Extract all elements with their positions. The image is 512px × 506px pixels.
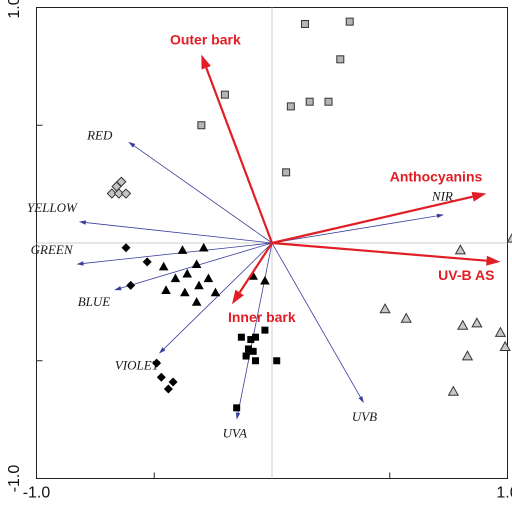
- point-square-filled: [273, 357, 281, 365]
- point-square-open: [197, 121, 206, 130]
- arrow-label-nir: NIR: [431, 189, 453, 204]
- point-triangle-filled: [203, 273, 214, 283]
- point-triangle-filled: [248, 271, 258, 280]
- point-square-open: [305, 97, 314, 106]
- arrow-uva-shaft: [237, 242, 273, 413]
- arrow-red-head: [128, 141, 136, 148]
- x-tick-label: 1.0: [496, 485, 512, 502]
- point-triangle-filled: [260, 275, 270, 285]
- arrow-uvb-head: [358, 395, 364, 404]
- response-arrows: Outer bark Anthocyanins UV-B AS Inner bark: [170, 32, 501, 325]
- sample-points: [106, 17, 512, 412]
- point-square-open: [324, 97, 333, 106]
- axis-ticks: -1.0 1.0 -1.0 1.0: [6, 0, 512, 502]
- arrow-green-shaft: [83, 242, 273, 264]
- point-triangle-filled: [210, 287, 221, 297]
- point-square-filled: [249, 347, 257, 355]
- point-diamond-filled: [142, 257, 152, 267]
- arrow-green-head: [76, 261, 84, 266]
- point-square-open: [220, 90, 229, 99]
- arrow-inner-bark-head: [231, 289, 244, 305]
- point-triangle-filled: [158, 261, 169, 271]
- point-diamond-filled: [121, 243, 131, 253]
- point-square-filled: [233, 404, 241, 412]
- point-square-open: [286, 102, 295, 111]
- environmental-arrows: RED YELLOW GREEN BLUE VIOLET NIR UVA UVB: [27, 128, 453, 441]
- point-triangle-filled: [191, 259, 202, 269]
- point-square-open: [345, 17, 354, 26]
- point-square-filled: [252, 333, 260, 341]
- point-diamond-filled: [152, 358, 162, 368]
- y-tick-label: 1.0: [6, 0, 23, 19]
- arrow-uvb-shaft: [271, 242, 361, 398]
- arrow-red-shaft: [133, 145, 273, 244]
- point-square-open: [336, 55, 345, 64]
- point-square-filled: [247, 336, 255, 344]
- point-square-filled: [261, 326, 269, 334]
- arrow-outer-bark-head: [201, 54, 211, 70]
- point-triangle-open: [447, 385, 459, 396]
- y-tick-label: -1.0: [6, 465, 23, 493]
- point-triangle-filled: [194, 280, 204, 290]
- arrow-label-inner-bark: Inner bark: [228, 309, 296, 325]
- arrow-inner-bark-shaft: [238, 242, 273, 294]
- arrow-label-uv-b-as: UV-B AS: [438, 267, 494, 283]
- arrow-anthocyanins-shaft: [271, 195, 473, 245]
- arrow-uv-b-as-head: [486, 255, 501, 266]
- point-square-filled: [244, 345, 252, 353]
- point-square-filled: [252, 357, 260, 365]
- point-triangle-filled: [180, 287, 190, 297]
- point-diamond-filled: [163, 384, 173, 394]
- point-square-filled: [237, 333, 245, 341]
- point-diamond-open: [106, 188, 118, 199]
- point-triangle-filled: [198, 242, 209, 252]
- point-diamond-filled: [156, 372, 166, 382]
- point-triangle-open: [471, 317, 483, 328]
- point-triangle-open: [454, 244, 467, 255]
- point-square-open: [300, 19, 309, 28]
- arrow-anthocyanins-head: [471, 191, 487, 202]
- x-tick-label: -1.0: [23, 485, 51, 502]
- arrow-uva-head: [235, 412, 241, 420]
- point-diamond-open: [120, 188, 132, 199]
- arrow-outer-bark-shaft: [205, 67, 274, 244]
- point-square-filled: [242, 352, 250, 360]
- point-triangle-open: [494, 326, 507, 337]
- arrow-label-red: RED: [86, 128, 113, 143]
- arrow-nir-head: [436, 213, 444, 219]
- arrow-label-uvb: UVB: [352, 409, 377, 424]
- point-triangle-filled: [177, 245, 188, 254]
- point-triangle-open: [379, 303, 391, 314]
- arrow-label-yellow: YELLOW: [27, 200, 78, 215]
- arrow-uv-b-as-shaft: [271, 241, 487, 262]
- point-triangle-open: [461, 350, 474, 361]
- point-triangle-filled: [191, 297, 202, 306]
- arrow-yellow-shaft: [85, 222, 273, 244]
- arrow-violet-head: [158, 347, 166, 354]
- point-square-open: [282, 168, 291, 177]
- point-triangle-open: [499, 340, 511, 351]
- point-triangle-open: [400, 312, 412, 323]
- arrow-nir-shaft: [271, 215, 438, 244]
- arrow-label-outer-bark: Outer bark: [170, 32, 241, 48]
- point-diamond-filled: [126, 280, 136, 290]
- point-triangle-filled: [170, 273, 181, 283]
- point-triangle-filled: [161, 285, 171, 294]
- arrow-label-green: GREEN: [31, 242, 74, 257]
- arrow-label-violet: VIOLET: [115, 358, 160, 373]
- point-triangle-open: [457, 319, 469, 330]
- point-diamond-filled: [168, 377, 178, 387]
- arrow-yellow-head: [78, 220, 87, 225]
- arrow-label-anthocyanins: Anthocyanins: [390, 169, 483, 185]
- point-diamond-open: [113, 188, 125, 199]
- point-triangle-open: [506, 232, 512, 243]
- arrow-label-uva: UVA: [223, 426, 247, 441]
- point-triangle-filled: [182, 268, 193, 278]
- arrow-blue-head: [114, 285, 122, 291]
- arrow-label-blue: BLUE: [78, 294, 111, 309]
